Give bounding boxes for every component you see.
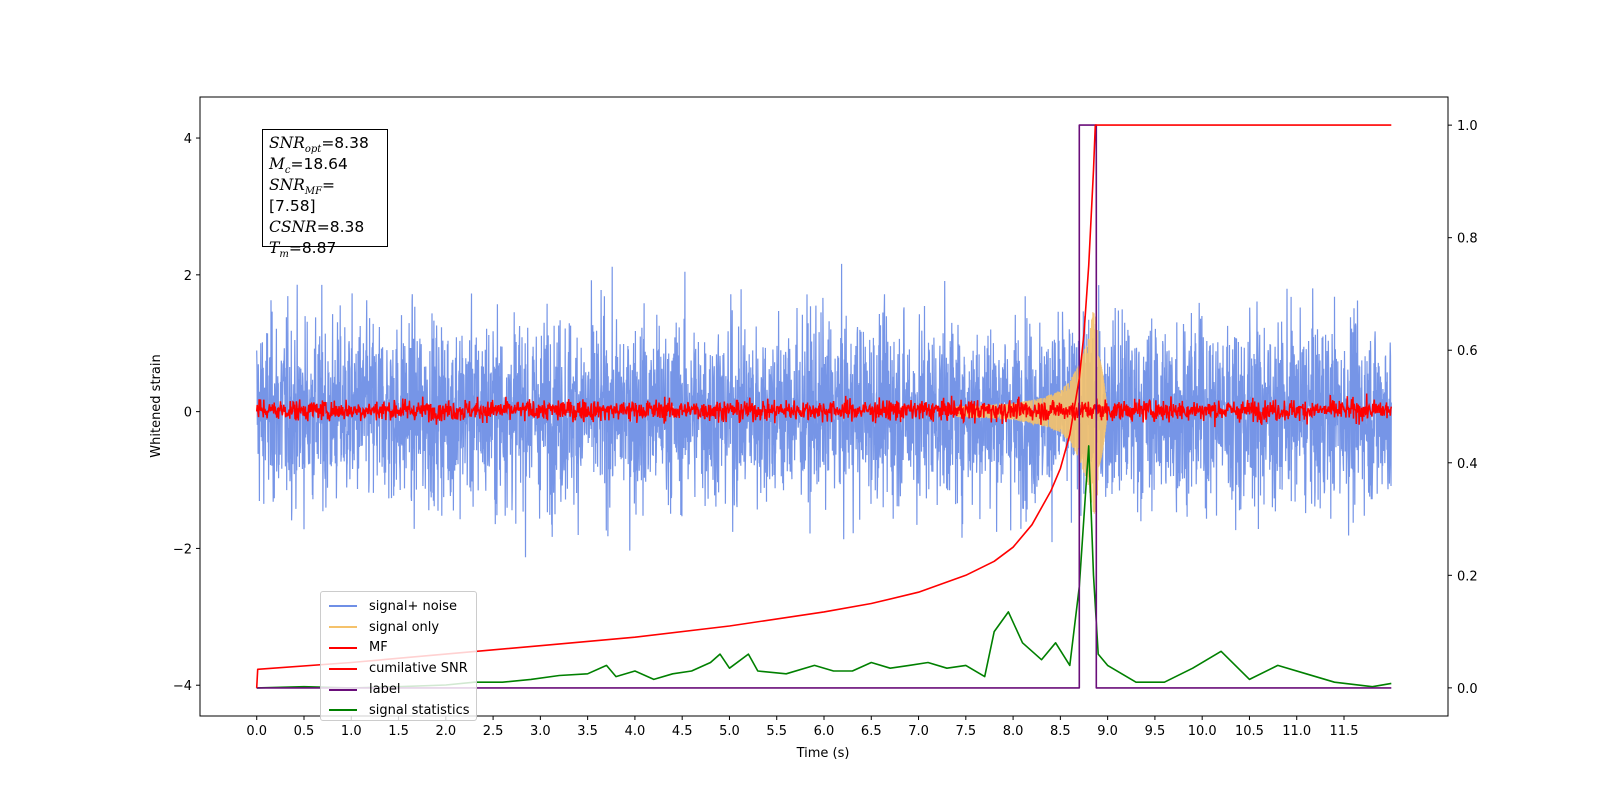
x-tick-label: 6.5 — [861, 724, 882, 739]
y-tick-label: −4 — [173, 679, 192, 694]
y-axis-ticks: −4 −2 0 2 4 — [173, 132, 200, 694]
tm-line: Tm=8.87 — [269, 239, 337, 261]
y-right-axis-ticks: 0.0 0.2 0.4 0.6 0.8 1.0 — [1448, 119, 1478, 697]
legend-label: MF — [369, 640, 388, 656]
x-tick-label: 8.5 — [1050, 724, 1071, 739]
x-tick-label: 1.0 — [341, 724, 362, 739]
x-tick-label: 4.5 — [672, 724, 693, 739]
y-right-tick-label: 1.0 — [1457, 119, 1478, 134]
x-tick-label: 7.5 — [955, 724, 976, 739]
mc-line: Mc=18.64 — [269, 155, 348, 177]
x-tick-label: 0.5 — [294, 724, 315, 739]
x-tick-label: 6.0 — [814, 724, 835, 739]
y-tick-label: 4 — [184, 132, 192, 147]
legend-label: signal only — [369, 619, 440, 635]
snr-opt-line: SNRopt=8.38 — [269, 134, 369, 156]
y-right-tick-label: 0.8 — [1457, 232, 1478, 247]
x-tick-label: 2.5 — [483, 724, 504, 739]
legend-label: signal statistics — [369, 702, 470, 718]
legend-label: signal+ noise — [369, 598, 458, 614]
legend-item-signal-only: signal only — [329, 617, 470, 638]
x-axis-ticks: 0.0 0.5 1.0 1.5 2.0 2.5 3.0 3.5 4.0 4.5 5.0 5.5 6.0 6… — [246, 716, 1358, 739]
y-tick-label: 0 — [184, 406, 192, 421]
legend-swatch — [329, 709, 357, 712]
x-tick-label: 7.0 — [908, 724, 929, 739]
legend-swatch — [329, 626, 357, 629]
x-tick-label: 5.5 — [766, 724, 787, 739]
legend-label: label — [369, 682, 401, 698]
x-tick-label: 11.5 — [1330, 724, 1359, 739]
x-tick-label: 5.0 — [719, 724, 740, 739]
series-signal-noise-line — [256, 263, 1392, 558]
x-tick-label: 8.0 — [1003, 724, 1024, 739]
x-tick-label: 10.0 — [1188, 724, 1217, 739]
x-tick-label: 1.5 — [388, 724, 409, 739]
x-tick-label: 3.0 — [530, 724, 551, 739]
legend-swatch — [329, 646, 357, 649]
legend-label: cumilative SNR — [369, 661, 468, 677]
legend-item-mf: MF — [329, 638, 470, 659]
y-axis-label: Whitened strain — [149, 354, 164, 457]
x-tick-label: 9.5 — [1145, 724, 1166, 739]
y-right-tick-label: 0.0 — [1457, 682, 1478, 697]
series-layer — [255, 124, 1393, 689]
legend-swatch — [329, 667, 357, 670]
mc-value: =18.64 — [290, 155, 348, 173]
series-label-line — [256, 124, 1392, 689]
x-axis-label: Time (s) — [796, 746, 850, 761]
tm-value: =8.87 — [288, 239, 337, 257]
chart-legend: signal+ noise signal only MF cumilative … — [320, 591, 477, 721]
x-tick-label: 4.0 — [625, 724, 646, 739]
series-mf-line — [255, 393, 1393, 428]
x-tick-label: 0.0 — [246, 724, 267, 739]
y-right-tick-label: 0.6 — [1457, 344, 1478, 359]
snr-opt-value: =8.38 — [321, 134, 369, 152]
y-right-tick-label: 0.4 — [1457, 457, 1478, 472]
legend-item-label: label — [329, 679, 470, 700]
series-signal-statistics-line — [256, 445, 1392, 689]
y-tick-label: 2 — [184, 269, 192, 284]
legend-swatch — [329, 605, 357, 608]
x-tick-label: 11.0 — [1282, 724, 1311, 739]
x-tick-label: 2.0 — [435, 724, 456, 739]
snr-mf-value: =[7.58] — [269, 176, 336, 215]
x-tick-label: 10.5 — [1235, 724, 1264, 739]
y-tick-label: −2 — [173, 542, 192, 557]
metrics-annotation-box: SNRopt=8.38 Mc=18.64 SNRMF=[7.58] CSNR=8… — [262, 129, 388, 260]
csnr-value: =8.38 — [316, 218, 365, 236]
legend-item-cumulative-snr: cumilative SNR — [329, 658, 470, 679]
y-right-tick-label: 0.2 — [1457, 569, 1478, 584]
csnr-line: CSNR=8.38 — [269, 218, 365, 236]
legend-item-signal-statistics: signal statistics — [329, 700, 470, 721]
legend-item-signal-noise: signal+ noise — [329, 596, 470, 617]
series-cumulative-snr-line — [255, 124, 1392, 688]
legend-swatch — [329, 688, 357, 691]
x-tick-label: 9.0 — [1097, 724, 1118, 739]
x-tick-label: 3.5 — [577, 724, 598, 739]
snr-mf-line: SNRMF=[7.58] — [269, 176, 336, 215]
